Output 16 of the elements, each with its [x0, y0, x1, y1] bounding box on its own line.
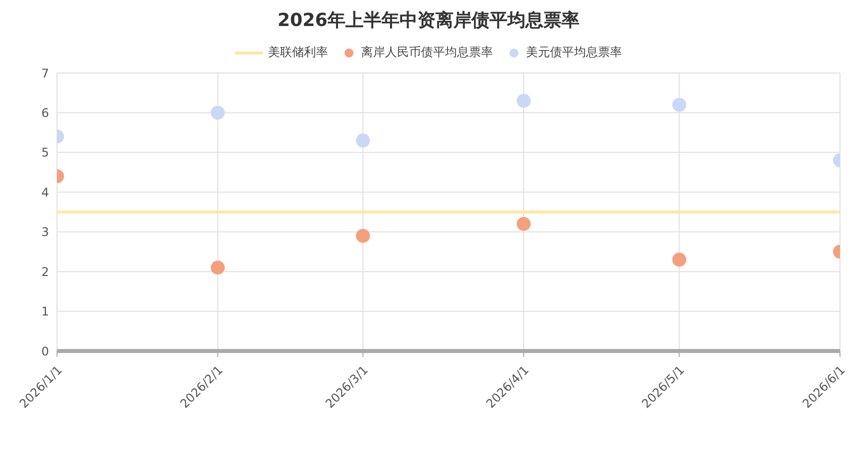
legend-label: 美联储利率: [267, 44, 328, 61]
y-tick-label: 2: [41, 264, 49, 279]
chart-title: 2026年上半年中资离岸债平均息票率: [276, 9, 581, 32]
point: [356, 134, 370, 148]
legend-label: 美元债平均息票率: [525, 44, 622, 61]
y-tick-label: 4: [41, 185, 49, 200]
y-tick-label: 1: [41, 304, 49, 319]
legend-label: 离岸人民币债平均息票率: [360, 44, 493, 61]
point: [516, 94, 531, 108]
y-tick-label: 0: [41, 344, 49, 358]
point: [516, 216, 531, 231]
y-tick-label: 5: [41, 146, 49, 160]
y-tick-label: 6: [41, 106, 49, 120]
y-tick-label: 7: [41, 66, 49, 80]
y-tick-label: 3: [41, 225, 49, 240]
point: [356, 228, 370, 243]
